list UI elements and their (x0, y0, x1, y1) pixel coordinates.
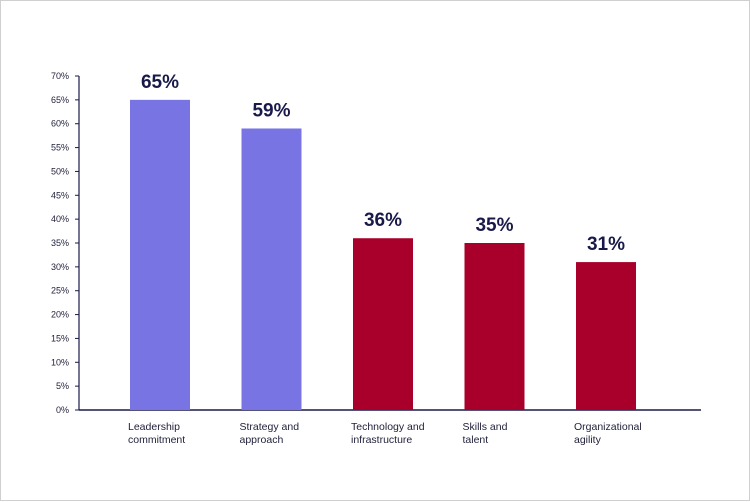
y-tick-label: 60% (51, 119, 69, 129)
y-tick-label: 40% (51, 214, 69, 224)
bar (353, 238, 413, 410)
bar (464, 243, 525, 410)
x-category-label: Technology and infrastructure (351, 421, 425, 446)
y-tick-label: 35% (51, 238, 69, 248)
y-tick-label: 45% (51, 190, 69, 200)
y-tick-label: 0% (56, 405, 69, 415)
bar (130, 99, 190, 410)
x-category-label: Skills and talent (463, 421, 508, 446)
bar (576, 262, 636, 410)
x-axis-labels: Leadership commitment Strategy and approach… (128, 421, 642, 446)
y-tick-label: 30% (51, 262, 69, 272)
y-tick-label: 15% (51, 333, 69, 343)
bar-value-label: 59% (252, 100, 290, 121)
x-category-label: Organizational agility (574, 421, 642, 446)
y-tick-label: 50% (51, 166, 69, 176)
y-tick-label: 70% (51, 71, 69, 81)
x-category-label: Leadership commitment (128, 421, 185, 446)
y-tick-label: 5% (56, 381, 69, 391)
bar-value-label: 36% (364, 210, 402, 231)
y-tick-label: 20% (51, 310, 69, 320)
bar-value-label: 35% (475, 215, 513, 236)
y-tick-label: 25% (51, 286, 69, 296)
bar (241, 128, 302, 410)
y-tick-label: 55% (51, 143, 69, 153)
y-tick-label: 10% (51, 357, 69, 367)
value-labels: 65% 59% 36% 35% 31% (141, 72, 625, 255)
bars (130, 99, 636, 410)
y-tick-label: 65% (51, 95, 69, 105)
bar-value-label: 31% (587, 234, 625, 255)
x-category-label: Strategy and approach (240, 421, 300, 446)
bar-value-label: 65% (141, 72, 179, 93)
